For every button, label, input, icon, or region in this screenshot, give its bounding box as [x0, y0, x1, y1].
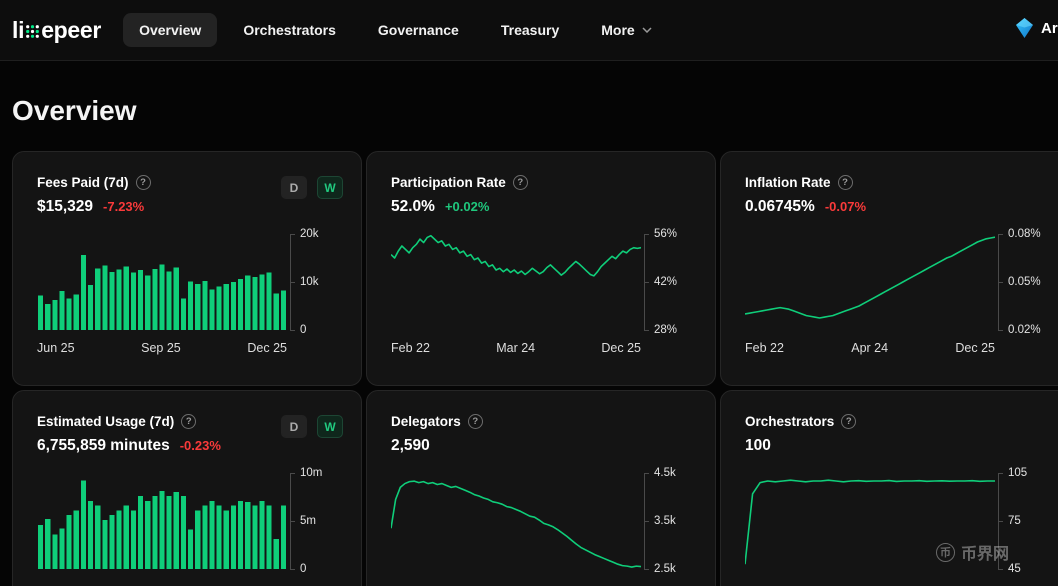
- card-value: 6,755,859 minutes: [37, 437, 170, 454]
- y-tick: 2.5k: [644, 563, 676, 575]
- chevron-down-icon: [642, 27, 652, 33]
- toggle-day-button[interactable]: D: [281, 176, 307, 199]
- toggle-week-button[interactable]: W: [317, 176, 343, 199]
- nav-item-overview[interactable]: Overview: [123, 13, 218, 47]
- interval-toggle: D W: [281, 176, 343, 199]
- interval-toggle: D W: [281, 415, 343, 438]
- toggle-day-button[interactable]: D: [281, 415, 307, 438]
- card-value: $15,329: [37, 198, 94, 215]
- inflation-rate-chart: [744, 234, 996, 330]
- stats-grid: Fees Paid (7d) ? $15,329 -7.23% D W 20k …: [12, 151, 1058, 586]
- help-icon[interactable]: ?: [512, 174, 528, 190]
- card-estimated-usage: Estimated Usage (7d) ? 6,755,859 minutes…: [12, 390, 362, 586]
- x-tick: Mar 24: [496, 341, 536, 355]
- x-axis: Jun 25 Sep 25 Dec 25: [37, 341, 287, 355]
- x-tick: Sep 25: [141, 341, 181, 355]
- nav-item-treasury[interactable]: Treasury: [500, 22, 560, 38]
- y-tick: 75: [998, 515, 1021, 527]
- card-value: 52.0%: [391, 198, 435, 215]
- livepeer-logo[interactable]: li epeer: [12, 17, 101, 44]
- card-participation-rate: Participation Rate ? 52.0% +0.02% 56% 42…: [366, 151, 716, 386]
- card-change: -7.23%: [103, 199, 145, 214]
- main-nav: Overview Orchestrators Governance Treasu…: [123, 13, 668, 47]
- y-tick: 45: [998, 563, 1021, 575]
- network-selector-button[interactable]: Ar: [1016, 18, 1058, 38]
- network-label: Ar: [1041, 19, 1058, 37]
- y-axis: 0.08% 0.05% 0.02%: [998, 228, 1045, 336]
- top-nav: li epeer Overview Orchestrators Governan…: [0, 0, 1058, 61]
- nav-item-more[interactable]: More: [585, 13, 667, 47]
- help-icon[interactable]: ?: [841, 413, 857, 429]
- y-tick: 56%: [643, 228, 678, 240]
- fees-paid-chart: [37, 234, 287, 330]
- card-value: 0.06745%: [745, 198, 815, 215]
- y-tick: 3.5k: [644, 515, 676, 527]
- logo-text-prefix: li: [12, 16, 25, 43]
- y-tick: 42%: [643, 276, 678, 288]
- card-value: 2,590: [391, 437, 430, 454]
- card-change: -0.07%: [824, 199, 867, 214]
- x-axis: Feb 22 Apr 24 Dec 25: [745, 341, 995, 355]
- y-tick: 0.05%: [998, 276, 1041, 288]
- y-tick: 5m: [290, 515, 316, 527]
- arbitrum-icon: [1016, 18, 1033, 38]
- y-tick: 20k: [290, 228, 319, 240]
- help-icon[interactable]: ?: [135, 174, 151, 190]
- y-tick: 4.5k: [644, 467, 676, 479]
- card-delegators: Delegators ? 2,590 4.5k 3.5k 2.5k: [366, 390, 716, 586]
- y-tick: 0: [289, 324, 307, 336]
- x-tick: Feb 22: [745, 341, 784, 355]
- y-axis: 56% 42% 28%: [643, 228, 691, 336]
- card-orchestrators: Orchestrators ? 100 105 75 45: [720, 390, 1058, 586]
- help-icon[interactable]: ?: [467, 413, 483, 429]
- logo-dots-icon: [26, 25, 40, 38]
- participation-rate-chart: [390, 234, 642, 330]
- y-tick: 0: [289, 563, 307, 575]
- card-inflation-rate: Inflation Rate ? 0.06745% -0.07% 0.08% 0…: [720, 151, 1058, 386]
- x-tick: Apr 24: [851, 341, 889, 355]
- x-tick: Dec 25: [601, 341, 641, 355]
- card-title: Delegators: [391, 413, 461, 429]
- x-tick: Jun 25: [37, 341, 75, 355]
- y-tick: 105: [997, 467, 1028, 479]
- card-title: Inflation Rate: [745, 174, 831, 190]
- toggle-week-button[interactable]: W: [317, 415, 343, 438]
- nav-item-orchestrators[interactable]: Orchestrators: [243, 22, 336, 38]
- orchestrators-chart: [744, 473, 995, 569]
- y-axis: 10m 5m 0: [289, 467, 337, 575]
- y-tick: 0.02%: [998, 324, 1041, 336]
- y-axis: 4.5k 3.5k 2.5k: [644, 467, 691, 575]
- card-change: +0.02%: [444, 199, 490, 214]
- y-tick: 10k: [290, 276, 319, 288]
- logo-text-suffix: epeer: [41, 16, 102, 43]
- delegators-chart: [390, 473, 642, 569]
- card-title: Fees Paid (7d): [37, 174, 129, 190]
- page-title: Overview: [12, 95, 137, 126]
- help-icon[interactable]: ?: [181, 413, 197, 429]
- y-tick: 10m: [289, 467, 323, 479]
- nav-item-governance[interactable]: Governance: [377, 22, 459, 38]
- x-tick: Dec 25: [955, 341, 995, 355]
- card-fees-paid: Fees Paid (7d) ? $15,329 -7.23% D W 20k …: [12, 151, 362, 386]
- y-axis: 20k 10k 0: [289, 228, 337, 336]
- y-tick: 28%: [643, 324, 678, 336]
- card-title: Orchestrators: [745, 413, 835, 429]
- x-tick: Feb 22: [391, 341, 430, 355]
- card-change: -0.23%: [179, 438, 221, 453]
- y-tick: 0.08%: [998, 228, 1041, 240]
- card-value: 100: [745, 437, 771, 454]
- card-title: Participation Rate: [391, 174, 506, 190]
- card-title: Estimated Usage (7d): [37, 413, 175, 429]
- estimated-usage-chart: [37, 473, 287, 569]
- help-icon[interactable]: ?: [837, 174, 853, 190]
- x-axis: Feb 22 Mar 24 Dec 25: [391, 341, 641, 355]
- y-axis: 105 75 45: [997, 467, 1045, 575]
- x-tick: Dec 25: [247, 341, 287, 355]
